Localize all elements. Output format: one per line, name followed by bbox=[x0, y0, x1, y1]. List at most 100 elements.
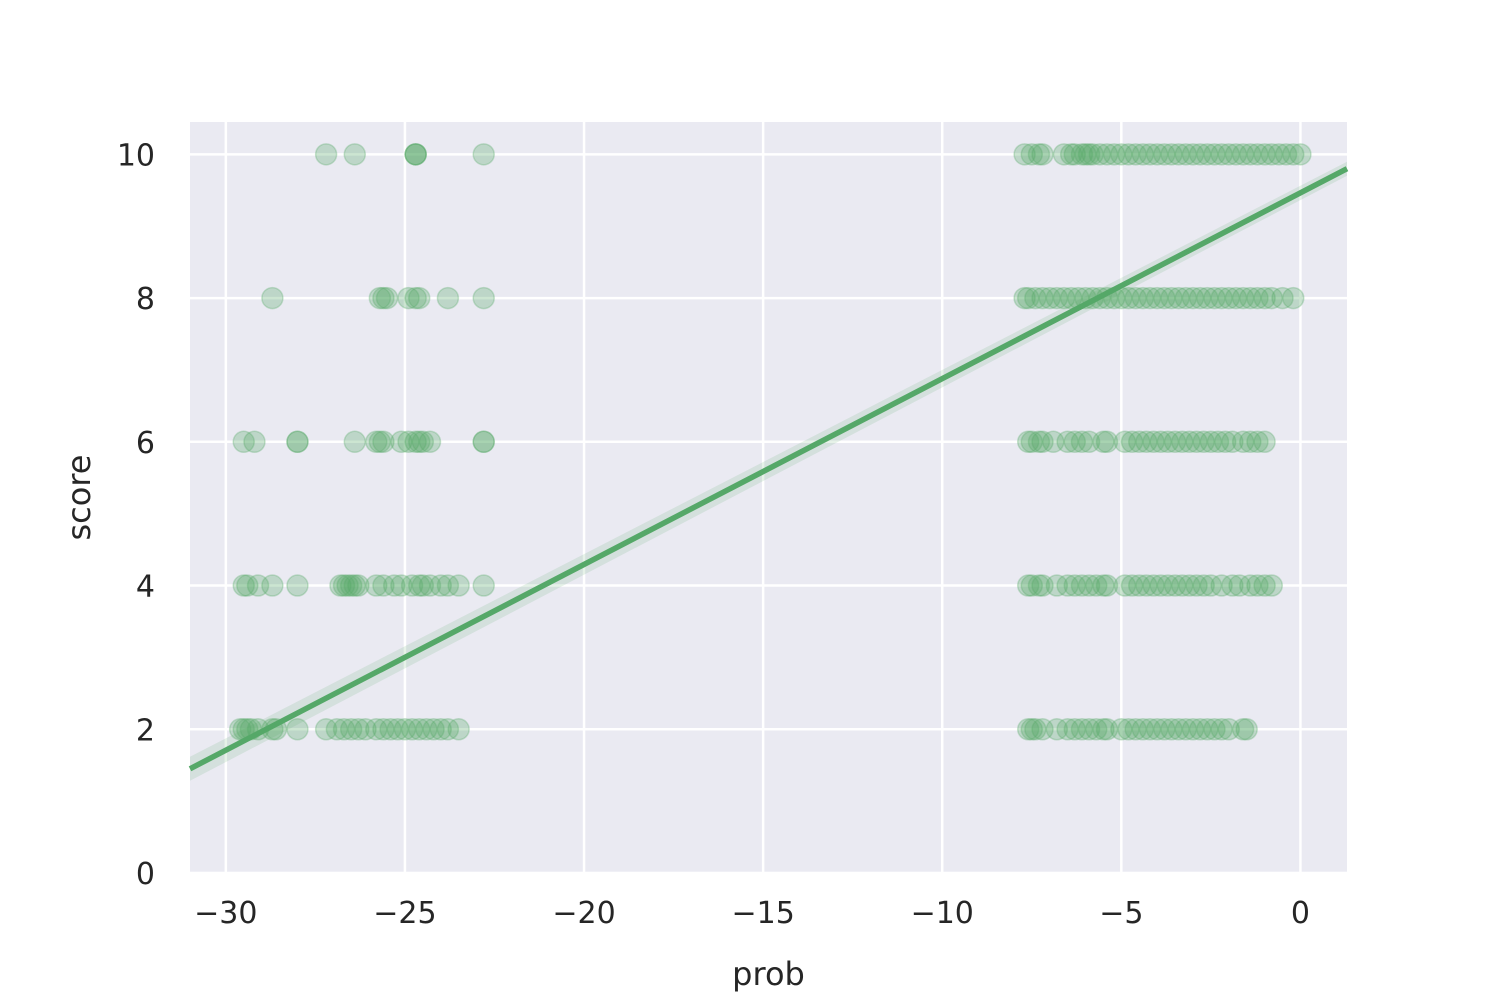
data-point bbox=[1160, 143, 1183, 166]
data-point bbox=[332, 718, 356, 741]
regression-line bbox=[188, 166, 1349, 772]
data-point bbox=[1131, 718, 1155, 741]
data-point bbox=[408, 286, 431, 310]
data-point bbox=[1228, 574, 1251, 597]
data-point bbox=[1188, 286, 1212, 310]
data-point bbox=[1095, 718, 1119, 741]
y-tick-label: 6 bbox=[136, 426, 155, 461]
data-point bbox=[243, 430, 266, 454]
data-point bbox=[261, 286, 284, 310]
data-point bbox=[408, 574, 431, 597]
data-point bbox=[1088, 143, 1112, 166]
data-point bbox=[1246, 143, 1269, 166]
data-point bbox=[1031, 143, 1054, 166]
data-point bbox=[472, 430, 495, 454]
data-point bbox=[1246, 574, 1269, 597]
data-point bbox=[436, 718, 460, 741]
data-point bbox=[1239, 286, 1262, 310]
data-point bbox=[286, 430, 309, 454]
data-point bbox=[1196, 718, 1219, 741]
data-point bbox=[1210, 286, 1233, 310]
data-point bbox=[1185, 574, 1208, 597]
data-point bbox=[436, 574, 460, 597]
data-point bbox=[1199, 430, 1223, 454]
data-point bbox=[429, 574, 452, 597]
data-point bbox=[404, 143, 427, 166]
x-tick-label: −5 bbox=[1099, 896, 1143, 931]
scatter-points bbox=[228, 143, 1312, 741]
data-point bbox=[1070, 574, 1094, 597]
data-point bbox=[397, 286, 420, 310]
data-point bbox=[1045, 286, 1069, 310]
data-point bbox=[1267, 143, 1291, 166]
data-point bbox=[447, 718, 470, 741]
data-point bbox=[365, 718, 388, 741]
data-point bbox=[408, 430, 431, 454]
y-tick-label: 2 bbox=[136, 713, 155, 748]
data-point bbox=[390, 574, 413, 597]
data-point bbox=[1253, 286, 1276, 310]
data-point bbox=[1045, 574, 1069, 597]
data-point bbox=[1081, 143, 1104, 166]
data-point bbox=[1070, 718, 1094, 741]
data-point bbox=[1203, 718, 1226, 741]
data-point bbox=[1153, 286, 1176, 310]
x-axis-ticks: −30 −25 −20 −15 −10 −5 0 bbox=[194, 896, 1310, 931]
data-point bbox=[325, 718, 349, 741]
data-point bbox=[1120, 574, 1144, 597]
data-point bbox=[1020, 430, 1044, 454]
data-point bbox=[1110, 143, 1133, 166]
data-point bbox=[1160, 718, 1183, 741]
data-point bbox=[1117, 286, 1140, 310]
data-point bbox=[1070, 143, 1094, 166]
data-point bbox=[1260, 574, 1284, 597]
data-point bbox=[1027, 430, 1051, 454]
data-point bbox=[332, 574, 356, 597]
data-point bbox=[390, 430, 413, 454]
data-point bbox=[1063, 430, 1087, 454]
data-point bbox=[1181, 718, 1205, 741]
data-point bbox=[1056, 574, 1079, 597]
data-point bbox=[1246, 430, 1269, 454]
data-point bbox=[343, 574, 367, 597]
data-point bbox=[393, 718, 417, 741]
x-tick-label: −10 bbox=[911, 896, 974, 931]
data-point bbox=[1045, 718, 1069, 741]
data-point bbox=[1145, 143, 1169, 166]
data-point bbox=[339, 718, 363, 741]
data-point bbox=[329, 574, 352, 597]
data-point bbox=[1013, 286, 1036, 310]
data-point bbox=[1031, 430, 1054, 454]
data-point bbox=[368, 430, 392, 454]
data-point bbox=[343, 430, 367, 454]
data-point bbox=[1253, 574, 1276, 597]
data-point bbox=[1213, 430, 1237, 454]
data-point bbox=[472, 430, 495, 454]
y-axis-ticks: 0 2 4 6 8 10 bbox=[117, 138, 155, 892]
data-point bbox=[347, 574, 370, 597]
data-point bbox=[1142, 574, 1165, 597]
data-point bbox=[336, 574, 359, 597]
data-point bbox=[1092, 718, 1115, 741]
data-point bbox=[1239, 430, 1262, 454]
data-point bbox=[1206, 430, 1230, 454]
data-point bbox=[1210, 143, 1233, 166]
data-point bbox=[286, 574, 309, 597]
data-point bbox=[1031, 718, 1054, 741]
data-point bbox=[1056, 430, 1079, 454]
data-point bbox=[1167, 143, 1190, 166]
data-point bbox=[418, 430, 442, 454]
data-point bbox=[1135, 574, 1158, 597]
data-point bbox=[1163, 430, 1187, 454]
data-point bbox=[404, 430, 427, 454]
data-point bbox=[286, 718, 309, 741]
data-point bbox=[1174, 718, 1198, 741]
data-point bbox=[1224, 143, 1248, 166]
data-point bbox=[1188, 718, 1212, 741]
data-point bbox=[1156, 574, 1180, 597]
data-point bbox=[1031, 286, 1054, 310]
data-point bbox=[1016, 430, 1040, 454]
data-point bbox=[1199, 574, 1223, 597]
data-point bbox=[1056, 718, 1079, 741]
